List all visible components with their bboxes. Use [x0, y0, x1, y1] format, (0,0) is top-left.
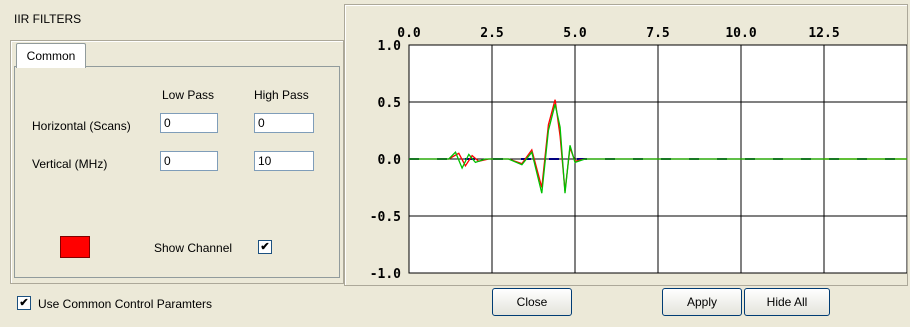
vertical-high-pass-field[interactable] [254, 151, 314, 171]
x-tick-label: 10.0 [725, 26, 756, 41]
horizontal-label: Horizontal (Scans) [32, 119, 131, 133]
y-tick-label: 0.0 [378, 153, 402, 168]
vertical-low-pass-field[interactable] [160, 151, 218, 171]
x-tick-label: 5.0 [563, 26, 587, 41]
x-tick-label: 2.5 [480, 26, 503, 41]
y-tick-label: -0.5 [370, 210, 401, 225]
show-channel-label: Show Channel [154, 241, 233, 255]
x-tick-label: 12.5 [808, 26, 839, 41]
horizontal-high-pass-field[interactable] [254, 113, 314, 133]
vertical-label: Vertical (MHz) [32, 157, 108, 171]
y-tick-label: -1.0 [370, 267, 401, 282]
y-tick-label: 1.0 [378, 39, 402, 54]
series-line [409, 104, 907, 194]
use-common-control-label: Use Common Control Paramters [38, 297, 213, 311]
high-pass-header: High Pass [254, 88, 309, 102]
low-pass-header: Low Pass [162, 88, 215, 102]
show-channel-checkbox[interactable]: ✔ [258, 240, 272, 254]
close-button[interactable]: Close [492, 288, 572, 316]
apply-button[interactable]: Apply [662, 288, 742, 316]
x-tick-label: 7.5 [646, 26, 669, 41]
y-tick-label: 0.5 [378, 96, 401, 111]
x-tick-label: 0.0 [397, 26, 421, 41]
chart-frame: 0.0 2.5 5.0 7.5 10.0 12.5 1.0 0.5 0.0 -0.5 -1.0 [344, 4, 908, 286]
filter-response-chart: 0.0 2.5 5.0 7.5 10.0 12.5 1.0 0.5 0.0 -0.5 -1.0 [370, 26, 908, 282]
window-title: IIR FILTERS [14, 12, 82, 26]
filter-group [10, 40, 344, 284]
horizontal-low-pass-field[interactable] [160, 113, 218, 133]
use-common-control-checkbox[interactable]: ✔ [17, 296, 31, 310]
tab-common[interactable]: Common [16, 43, 86, 68]
channel-color-swatch[interactable] [60, 236, 90, 258]
hide-all-button[interactable]: Hide All [744, 288, 830, 316]
